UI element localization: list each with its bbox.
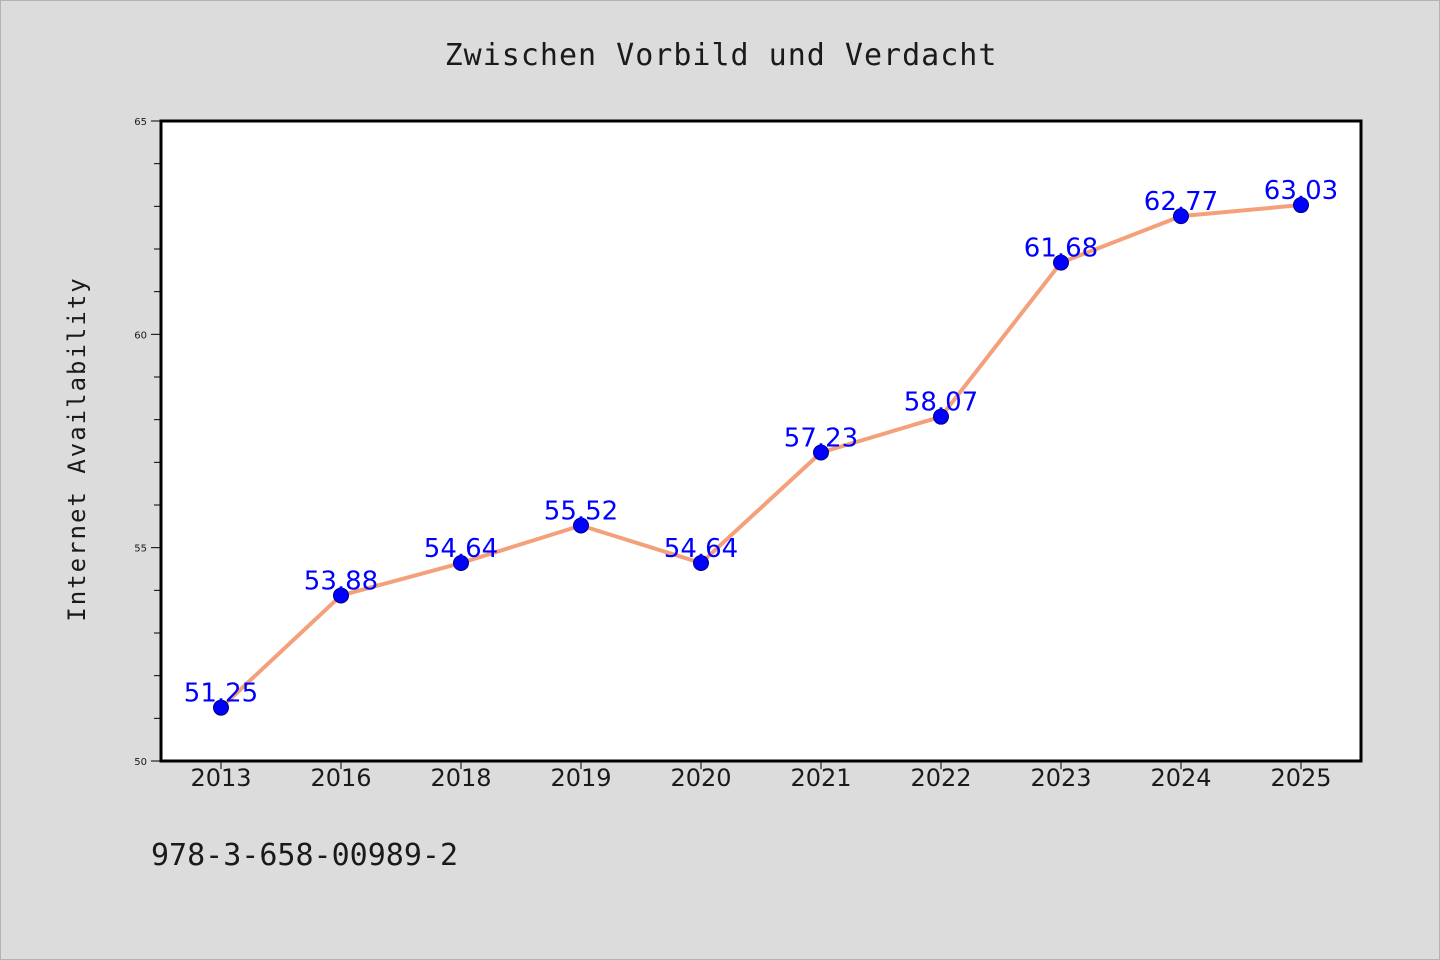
x-tick-label: 2019	[550, 764, 611, 792]
data-label: 57.23	[784, 424, 858, 454]
data-point	[933, 408, 949, 425]
data-point	[213, 699, 229, 716]
plot-layer: 50 55 60 65 2013 2016 2018 2019 2020 2021 2022 2023…	[134, 117, 1338, 792]
plot-area	[161, 121, 1361, 761]
x-tick-label: 2024	[1150, 764, 1211, 792]
y-tick-label: 50	[134, 757, 147, 768]
data-label: 55.52	[544, 496, 618, 526]
data-point	[813, 444, 829, 461]
x-tick-label: 2016	[310, 764, 371, 792]
y-tick-label: 60	[134, 330, 147, 341]
data-label: 62.77	[1144, 187, 1218, 217]
data-label: 61.68	[1024, 234, 1098, 264]
data-point	[1293, 197, 1309, 214]
data-label: 54.64	[664, 534, 738, 564]
x-tick-label: 2023	[1030, 764, 1091, 792]
x-tick-label: 2018	[430, 764, 491, 792]
y-tick-label: 65	[134, 117, 147, 128]
x-tick-label: 2021	[790, 764, 851, 792]
data-point	[1173, 208, 1189, 225]
data-label: 63.03	[1264, 176, 1338, 206]
data-point	[333, 587, 349, 604]
data-label: 54.64	[424, 534, 498, 564]
x-tick-label: 2022	[910, 764, 971, 792]
x-tick-label: 2020	[670, 764, 731, 792]
data-label: 51.25	[184, 679, 258, 709]
y-axis-label: Internet Availability	[63, 276, 91, 621]
data-point	[693, 555, 709, 572]
data-point	[453, 555, 469, 572]
data-label: 53.88	[304, 566, 378, 596]
data-point	[573, 517, 589, 534]
x-tick-label: 2013	[190, 764, 251, 792]
y-tick-label: 55	[134, 544, 147, 555]
chart-title: Zwischen Vorbild und Verdacht	[445, 38, 998, 73]
x-tick-label: 2025	[1270, 764, 1331, 792]
plot-frame	[159, 119, 1363, 763]
data-label: 58.07	[904, 388, 978, 418]
series-line	[219, 203, 1303, 710]
isbn-text: 978-3-658-00989-2	[151, 838, 458, 873]
data-point	[1053, 254, 1069, 271]
